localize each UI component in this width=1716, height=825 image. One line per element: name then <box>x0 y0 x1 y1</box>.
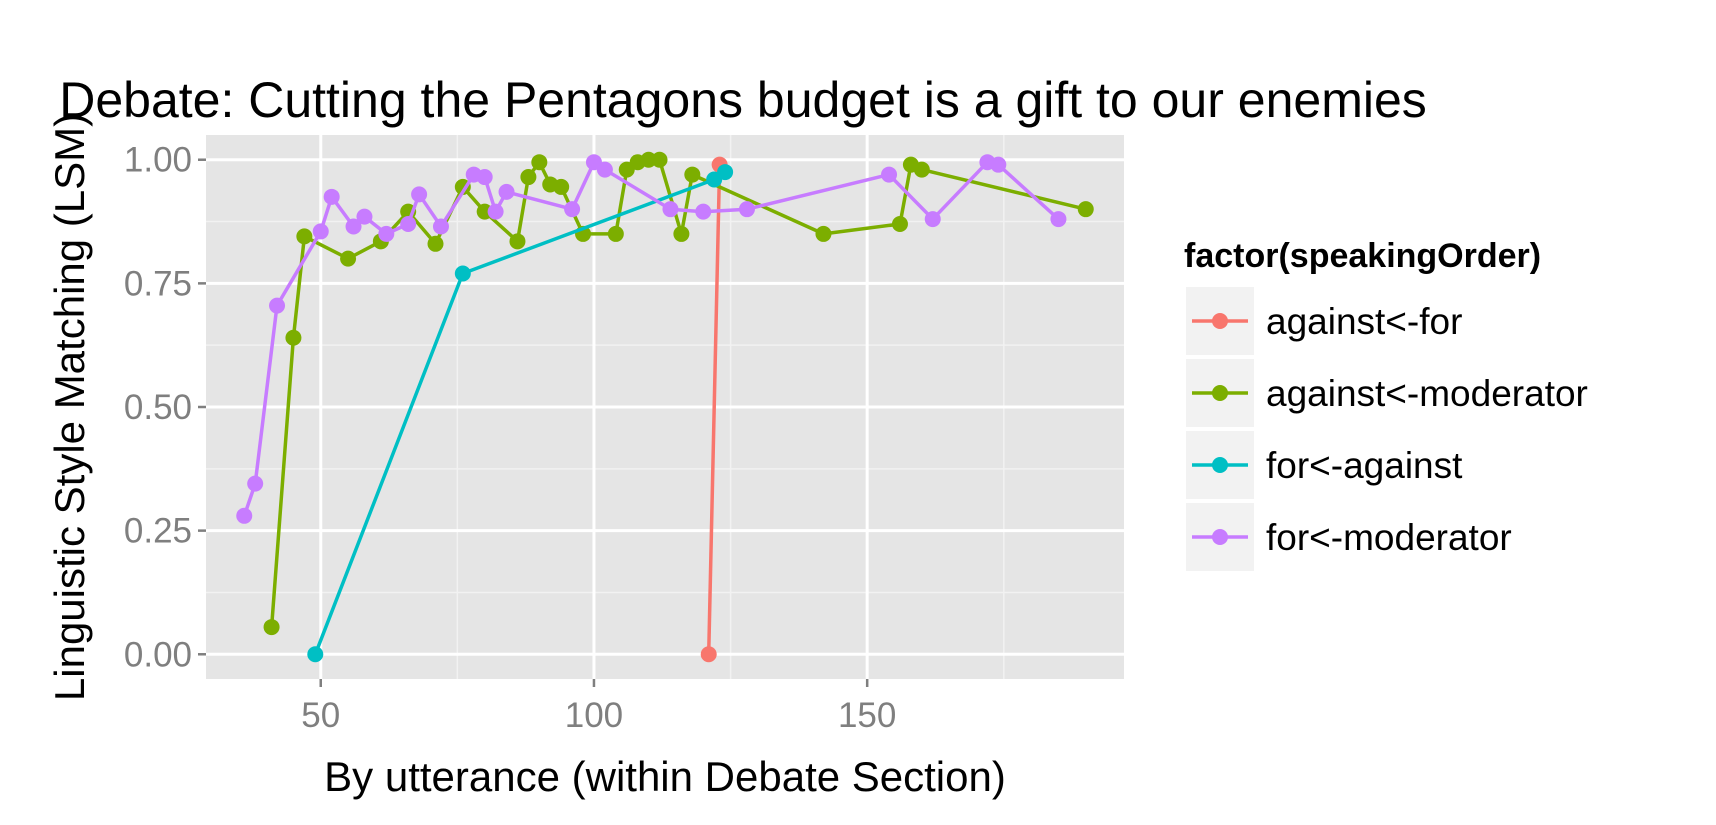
data-point-for-moderator <box>247 475 264 492</box>
data-point-against-moderator <box>815 225 832 242</box>
data-point-for-moderator <box>498 183 515 200</box>
data-point-for-moderator <box>476 169 493 186</box>
x-tick-label: 50 <box>301 696 340 735</box>
data-point-against-moderator <box>263 619 280 636</box>
data-point-against-moderator <box>553 178 570 195</box>
data-point-for-moderator <box>881 166 898 183</box>
data-point-against-moderator <box>285 329 302 346</box>
data-point-for-moderator <box>356 208 373 225</box>
y-axis-title: Linguistic Style Matching (LSM) <box>46 113 93 701</box>
data-point-for-moderator <box>312 223 329 240</box>
data-point-for-moderator <box>662 201 679 218</box>
y-tick-label: 0.75 <box>124 264 192 303</box>
legend-key-point-against-for <box>1212 313 1228 329</box>
x-tick-label: 100 <box>565 696 623 735</box>
data-point-against-moderator <box>296 228 313 245</box>
series-layer <box>236 151 1094 663</box>
legend-key-point-against-moderator <box>1212 385 1228 401</box>
data-point-against-moderator <box>607 225 624 242</box>
data-point-for-against <box>454 265 471 282</box>
data-point-against-moderator <box>651 151 668 168</box>
y-tick-label: 0.25 <box>124 512 192 551</box>
data-point-against-moderator <box>520 169 537 186</box>
chart-title: Debate: Cutting the Pentagons budget is … <box>59 72 1427 128</box>
data-point-for-moderator <box>411 186 428 203</box>
legend-label-for-against: for<-against <box>1266 445 1463 486</box>
data-point-for-moderator <box>1050 211 1067 228</box>
data-point-for-against <box>307 646 324 663</box>
data-point-for-moderator <box>596 161 613 178</box>
y-tick-label: 1.00 <box>124 141 192 180</box>
x-tick-label: 150 <box>838 696 896 735</box>
data-point-against-moderator <box>673 225 690 242</box>
data-point-for-moderator <box>487 203 504 220</box>
data-point-for-moderator <box>564 201 581 218</box>
data-point-for-moderator <box>345 218 362 235</box>
y-tick-label: 0.00 <box>124 635 192 674</box>
data-point-for-moderator <box>378 225 395 242</box>
data-point-for-moderator <box>695 203 712 220</box>
data-point-against-moderator <box>340 250 357 267</box>
data-point-against-moderator <box>1077 201 1094 218</box>
y-tick-label: 0.50 <box>124 388 192 427</box>
data-point-for-moderator <box>323 188 340 205</box>
data-point-for-moderator <box>924 211 941 228</box>
legend-title: factor(speakingOrder) <box>1184 237 1541 275</box>
data-point-against-moderator <box>913 161 930 178</box>
data-point-for-moderator <box>990 156 1007 173</box>
legend-key-point-for-against <box>1212 457 1228 473</box>
data-point-for-moderator <box>236 507 253 524</box>
data-point-against-moderator <box>476 203 493 220</box>
legend-label-for-moderator: for<-moderator <box>1266 517 1512 558</box>
data-point-for-moderator <box>269 297 286 314</box>
data-point-against-moderator <box>509 233 526 250</box>
data-point-for-moderator <box>400 216 417 233</box>
data-point-for-against <box>717 164 734 181</box>
data-point-for-moderator <box>432 218 449 235</box>
x-axis-title: By utterance (within Debate Section) <box>324 753 1006 800</box>
legend-label-against-moderator: against<-moderator <box>1266 373 1588 414</box>
data-point-against-moderator <box>684 166 701 183</box>
data-point-against-moderator <box>427 235 444 252</box>
data-point-against-moderator <box>531 154 548 171</box>
data-point-for-moderator <box>738 201 755 218</box>
series-line-against-for <box>706 164 722 655</box>
data-point-against-moderator <box>891 216 908 233</box>
axes-layer: 50 100 150 0.00 0.25 0.50 0.75 1.00 <box>124 141 897 735</box>
data-point-against-moderator <box>640 151 657 168</box>
legend-key-point-for-moderator <box>1212 529 1228 545</box>
data-point-against-for <box>700 646 717 663</box>
legend-label-against-for: against<-for <box>1266 301 1462 342</box>
legend: factor(speakingOrder) against<-for agains… <box>1184 237 1588 571</box>
